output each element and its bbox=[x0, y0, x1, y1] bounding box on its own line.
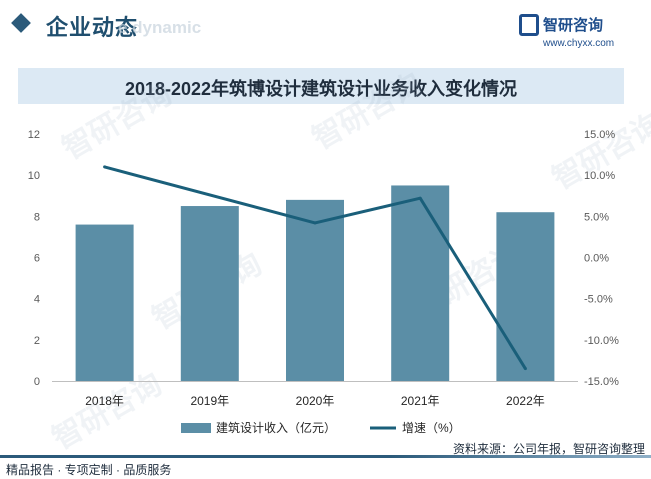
y-right-tick-label: -15.0% bbox=[584, 376, 619, 388]
section-title: 企业动态 bbox=[46, 15, 139, 40]
y-left-tick-label: 8 bbox=[34, 211, 40, 223]
y-left-tick-label: 12 bbox=[28, 129, 40, 141]
y-left-tick-label: 10 bbox=[28, 170, 40, 182]
watermark-text: 智研咨询 bbox=[307, 67, 427, 156]
growth-point bbox=[103, 165, 107, 169]
y-right-tick-label: -10.0% bbox=[584, 335, 619, 347]
y-right-tick-label: 0.0% bbox=[584, 253, 609, 265]
y-right-tick-label: 5.0% bbox=[584, 211, 609, 223]
y-left-tick-label: 0 bbox=[34, 376, 40, 388]
bar bbox=[75, 224, 134, 381]
brand-logo: 智研咨询 www.chyxx.com bbox=[513, 12, 633, 50]
legend-bar-swatch bbox=[181, 423, 211, 433]
logo-name: 智研咨询 bbox=[543, 17, 604, 34]
header: 企业动态 e dynamic 智研咨询 www.chyxx.com bbox=[0, 0, 651, 60]
logo-icon bbox=[519, 14, 539, 36]
x-tick-label: 2021年 bbox=[401, 394, 440, 408]
x-tick-label: 2018年 bbox=[85, 394, 124, 408]
watermark-text: 智研咨询 bbox=[547, 107, 651, 196]
legend-bar-label: 建筑设计收入（亿元） bbox=[216, 420, 336, 435]
footer-tagline: 精品报告 · 专项定制 · 品质服务 bbox=[6, 463, 172, 477]
y-right-tick-label: 15.0% bbox=[584, 129, 615, 141]
y-left-tick-label: 2 bbox=[34, 335, 40, 347]
growth-point bbox=[418, 196, 422, 200]
source-note: 资料来源：公司年报，智研咨询整理 bbox=[452, 442, 645, 456]
logo-url: www.chyxx.com bbox=[543, 38, 615, 49]
watermark-text: 智研咨询 bbox=[57, 77, 177, 166]
y-left-tick-label: 6 bbox=[34, 253, 40, 265]
growth-point bbox=[313, 221, 317, 225]
section-subtitle: e dynamic bbox=[118, 18, 202, 37]
bar bbox=[496, 212, 555, 381]
legend-line-label: 增速（%） bbox=[402, 421, 461, 435]
bar bbox=[180, 206, 239, 381]
y-left-tick-label: 4 bbox=[34, 294, 40, 306]
y-right-tick-label: 10.0% bbox=[584, 170, 615, 182]
chart-title-band: 2018-2022年筑博设计建筑设计业务收入变化情况 bbox=[18, 68, 624, 104]
y-right-tick-label: -5.0% bbox=[584, 294, 613, 306]
bar bbox=[391, 185, 450, 381]
growth-point bbox=[523, 367, 527, 371]
bar bbox=[286, 199, 344, 381]
x-tick-label: 2019年 bbox=[190, 394, 229, 408]
chart-title: 2018-2022年筑博设计建筑设计业务收入变化情况 bbox=[124, 79, 518, 99]
x-tick-label: 2022年 bbox=[506, 394, 545, 408]
x-tick-label: 2020年 bbox=[296, 394, 335, 408]
footer-divider bbox=[0, 455, 651, 458]
growth-line bbox=[104, 165, 527, 370]
